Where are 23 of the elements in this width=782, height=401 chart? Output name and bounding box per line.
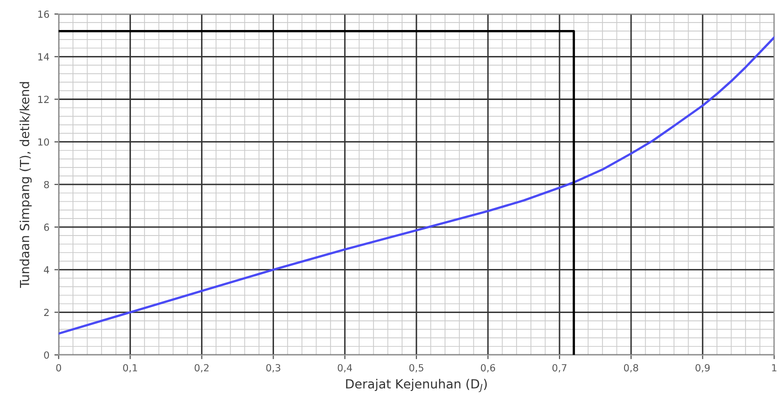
y-axis-title: Tundaan Simpang (T), detik/kend (20, 82, 32, 288)
x-tick-label: 0,3 (266, 364, 280, 372)
x-tick-label: 0,4 (338, 364, 352, 372)
y-tick-label: 2 (44, 308, 49, 316)
line-series (58, 36, 774, 335)
x-tick-label: 1 (772, 364, 776, 372)
x-tick-label: 0,1 (123, 364, 138, 372)
y-tick-label: 6 (44, 224, 50, 231)
y-tick-label: 4 (44, 266, 50, 274)
x-axis-title: Derajat Kejenuhan (D$_{J}$) (346, 378, 487, 392)
x-tick-label: 0,9 (696, 364, 710, 372)
x-tick-label: 0,8 (624, 364, 638, 372)
y-tick-label: 10 (38, 138, 49, 146)
y-tick-label: 8 (44, 180, 49, 188)
y-tick-label: 12 (38, 96, 49, 103)
x-tick-label: 0 (56, 364, 62, 372)
y-tick-label: 16 (38, 10, 50, 18)
x-tick-label: 0,6 (480, 364, 496, 372)
y-tick-label: 0 (44, 351, 49, 359)
x-tick-label: 0,2 (194, 364, 209, 372)
x-tick-label: 0,5 (409, 364, 424, 372)
y-tick-label: 14 (38, 53, 50, 60)
x-tick-label: 0,7 (552, 364, 566, 372)
